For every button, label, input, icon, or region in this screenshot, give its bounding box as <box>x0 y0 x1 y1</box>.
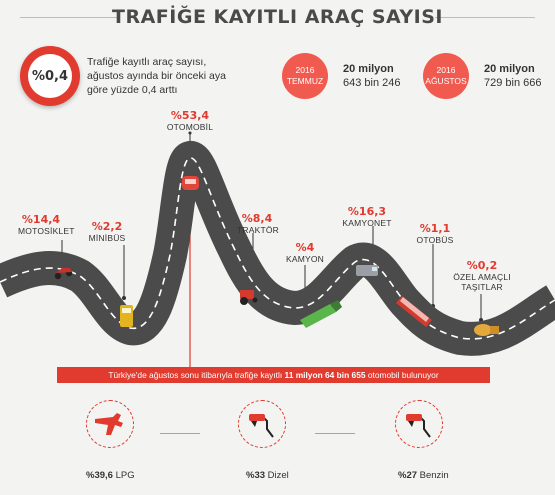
month-value-line2: 729 bin 666 <box>484 77 542 89</box>
month-circle-2: 2016 AĞUSTOS <box>423 53 469 99</box>
label-tractor: %8,4 TRAKTÖR <box>237 212 280 235</box>
diesel-icon-circle <box>238 400 286 448</box>
label-truck: %4 KAMYON <box>285 241 325 264</box>
banner-pre: Türkiye'de ağustos sonu itibarıyla trafi… <box>108 370 285 380</box>
lpg-nozzle-icon <box>95 413 123 435</box>
month-year: 2016 <box>295 65 315 75</box>
bus-icon <box>396 296 432 327</box>
badge-value: %0,4 <box>28 54 72 98</box>
label-bus: %1,1 OTOBÜS <box>415 222 455 245</box>
vehicle-name: MİNİBÜS <box>88 233 126 243</box>
month-year: 2016 <box>436 65 456 75</box>
car-count-banner: Türkiye'de ağustos sonu itibarıyla trafi… <box>57 367 490 383</box>
label-van: %16,3 KAMYONET <box>340 205 394 228</box>
road-center-line <box>0 157 555 340</box>
vehicle-name: MOTOSİKLET <box>18 226 75 236</box>
label-motorcycle: %14,4 MOTOSİKLET <box>18 213 75 236</box>
minibus-icon <box>120 305 133 327</box>
intro-text: Trafiğe kayıtlı araç sayısı, ağustos ayı… <box>87 56 226 96</box>
fuel-pct: %39,6 <box>86 470 113 481</box>
fuel-divider-1 <box>160 433 200 434</box>
vehicle-pct: %1,1 <box>419 222 451 235</box>
fuel-name: LPG <box>115 470 135 481</box>
page-title: TRAFİĞE KAYITLI ARAÇ SAYISI <box>112 6 443 28</box>
vehicle-name: KAMYON <box>285 254 325 264</box>
month-name: AĞUSTOS <box>425 76 467 86</box>
vehicle-pct: %2,2 <box>91 220 123 233</box>
vehicle-name-line2: TAŞITLAR <box>461 282 503 292</box>
road <box>0 141 555 356</box>
month-value-line2: 643 bin 246 <box>343 77 401 89</box>
label-special-vehicles: %0,2 ÖZEL AMAÇLI TAŞITLAR <box>452 259 512 292</box>
vehicle-pct: %14,4 <box>21 213 61 226</box>
banner-highlight: 11 milyon 64 bin 655 <box>284 370 366 380</box>
month-circle-1: 2016 TEMMUZ <box>282 53 328 99</box>
fuel-name: Dizel <box>267 470 289 481</box>
vehicle-name-line1: ÖZEL AMAÇLI <box>453 272 511 282</box>
month-value-line1: 20 milyon <box>484 63 535 75</box>
title-rule-right <box>435 17 535 18</box>
van-icon <box>356 265 378 276</box>
fuel-pct: %33 <box>246 470 266 481</box>
vehicle-name: KAMYONET <box>342 218 392 228</box>
vehicle-pct: %4 <box>295 241 315 254</box>
vehicle-name: OTOBÜS <box>416 235 454 245</box>
fuel-name: Benzin <box>419 470 449 481</box>
fuel-nozzle-icon <box>249 414 274 438</box>
label-car: %53,4 OTOMOBİL <box>166 109 214 132</box>
fuel-divider-2 <box>315 433 355 434</box>
vehicle-pct: %16,3 <box>347 205 387 218</box>
fuel-label-gasoline: %27 Benzin <box>398 470 449 481</box>
month-value-2: 20 milyon 729 bin 666 <box>484 62 542 90</box>
motorcycle-icon <box>54 268 73 280</box>
month-name: TEMMUZ <box>286 76 324 86</box>
month-value-line1: 20 milyon <box>343 63 394 75</box>
title-rule-left <box>20 17 120 18</box>
fuel-nozzle-icon <box>406 414 431 438</box>
car-icon <box>182 176 199 190</box>
month-value-1: 20 milyon 643 bin 246 <box>343 62 401 90</box>
fuel-label-lpg: %39,6 LPG <box>86 470 135 481</box>
fuel-pct: %27 <box>398 470 418 481</box>
tractor-icon <box>240 290 258 305</box>
gasoline-icon-circle <box>395 400 443 448</box>
label-minibus: %2,2 MİNİBÜS <box>88 220 126 243</box>
vehicle-pct: %8,4 <box>241 212 273 225</box>
truck-icon <box>300 300 342 328</box>
percent-badge: %0,4 <box>20 46 80 106</box>
vehicle-name: TRAKTÖR <box>237 225 280 235</box>
lpg-icon-circle <box>86 400 134 448</box>
mixer-truck-icon <box>474 324 499 336</box>
banner-post: otomobil bulunuyor <box>365 370 439 380</box>
vehicle-name: OTOMOBİL <box>166 122 214 132</box>
vehicle-pct: %0,2 <box>466 259 498 272</box>
fuel-label-diesel: %33 Dizel <box>246 470 289 481</box>
vehicle-pct: %53,4 <box>170 109 210 122</box>
